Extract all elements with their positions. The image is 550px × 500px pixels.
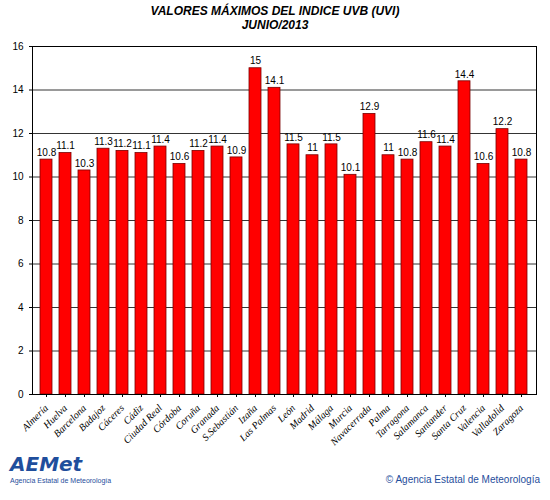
svg-text:Navacerrada: Navacerrada bbox=[327, 402, 373, 448]
svg-text:0: 0 bbox=[18, 389, 24, 400]
svg-text:Badajoz: Badajoz bbox=[76, 402, 108, 434]
svg-text:S.Sebastián: S.Sebastián bbox=[200, 402, 241, 443]
svg-text:10.9: 10.9 bbox=[227, 145, 247, 156]
svg-text:11.5: 11.5 bbox=[284, 132, 303, 143]
svg-text:11.3: 11.3 bbox=[94, 136, 113, 147]
svg-text:12: 12 bbox=[12, 128, 24, 139]
html-text:VALORES MÁXIMOS DEL INDICE UVB: VALORES MÁXIMOS DEL INDICE UVB (UVI) bbox=[150, 4, 400, 18]
svg-text:15: 15 bbox=[250, 55, 262, 66]
svg-text:12.9: 12.9 bbox=[360, 101, 380, 112]
svg-text:14.4: 14.4 bbox=[455, 69, 475, 80]
html-text:Agencia Estatal de Meteorologí: Agencia Estatal de Meteorología bbox=[10, 477, 112, 484]
html-text:© Agencia Estatal de Meteorolo: © Agencia Estatal de Meteorología bbox=[385, 474, 540, 485]
svg-text:6: 6 bbox=[18, 258, 24, 269]
svg-text:10.8: 10.8 bbox=[512, 147, 532, 158]
svg-text:11: 11 bbox=[307, 142, 318, 153]
svg-text:11.5: 11.5 bbox=[322, 132, 341, 143]
svg-text:10.3: 10.3 bbox=[75, 158, 95, 169]
svg-text:Córdoba: Córdoba bbox=[150, 402, 184, 435]
svg-text:Valladolid: Valladolid bbox=[469, 402, 507, 440]
svg-text:Palma: Palma bbox=[365, 402, 393, 429]
svg-text:Cáceres: Cáceres bbox=[95, 402, 127, 433]
svg-text:Ciudad Real: Ciudad Real bbox=[120, 402, 165, 446]
svg-text:Almería: Almería bbox=[19, 402, 51, 433]
svg-text:10.6: 10.6 bbox=[170, 151, 190, 162]
svg-text:Madrid: Madrid bbox=[287, 402, 317, 432]
svg-text:10.8: 10.8 bbox=[398, 147, 418, 158]
svg-text:Málaga: Málaga bbox=[305, 402, 336, 432]
svg-text:16: 16 bbox=[12, 41, 24, 52]
html-text:AEMet: AEMet bbox=[10, 452, 83, 476]
svg-text:Santander: Santander bbox=[412, 402, 450, 440]
svg-text:11: 11 bbox=[383, 142, 394, 153]
svg-text:Valencia: Valencia bbox=[455, 402, 488, 435]
svg-text:Santa Cruz: Santa Cruz bbox=[428, 402, 469, 442]
svg-text:11.2: 11.2 bbox=[189, 138, 208, 149]
svg-text:4: 4 bbox=[18, 302, 24, 313]
svg-text:Las Palmas: Las Palmas bbox=[236, 402, 278, 444]
svg-text:Cádiz: Cádiz bbox=[120, 402, 146, 427]
svg-text:14.1: 14.1 bbox=[265, 75, 285, 86]
svg-text:11.4: 11.4 bbox=[151, 134, 170, 145]
svg-text:León: León bbox=[275, 402, 298, 425]
svg-text:Salamanca: Salamanca bbox=[391, 402, 431, 442]
svg-text:2: 2 bbox=[18, 345, 24, 356]
svg-text:11.1: 11.1 bbox=[56, 140, 75, 151]
svg-text:10.1: 10.1 bbox=[341, 162, 361, 173]
svg-text:11.1: 11.1 bbox=[132, 140, 151, 151]
svg-text:11.4: 11.4 bbox=[208, 134, 227, 145]
svg-text:Zaragoza: Zaragoza bbox=[490, 402, 525, 437]
svg-text:Granada: Granada bbox=[187, 402, 222, 436]
svg-text:14: 14 bbox=[12, 84, 24, 95]
svg-text:Tarragona: Tarragona bbox=[373, 402, 412, 440]
html-text:JUNIO/2013: JUNIO/2013 bbox=[241, 18, 309, 32]
svg-text:Barcelona: Barcelona bbox=[51, 402, 89, 440]
svg-text:11.6: 11.6 bbox=[417, 129, 436, 140]
svg-text:10.8: 10.8 bbox=[37, 147, 57, 158]
svg-text:Izaña: Izaña bbox=[235, 402, 260, 426]
svg-text:10.6: 10.6 bbox=[474, 151, 494, 162]
svg-text:10: 10 bbox=[12, 171, 24, 182]
svg-text:Coruña: Coruña bbox=[172, 402, 203, 432]
svg-text:Murcia: Murcia bbox=[325, 402, 355, 431]
svg-text:11.4: 11.4 bbox=[436, 134, 455, 145]
svg-text:Huelva: Huelva bbox=[41, 402, 70, 431]
svg-text:11.2: 11.2 bbox=[113, 138, 132, 149]
svg-text:12.2: 12.2 bbox=[493, 116, 513, 127]
svg-text:8: 8 bbox=[18, 215, 24, 226]
